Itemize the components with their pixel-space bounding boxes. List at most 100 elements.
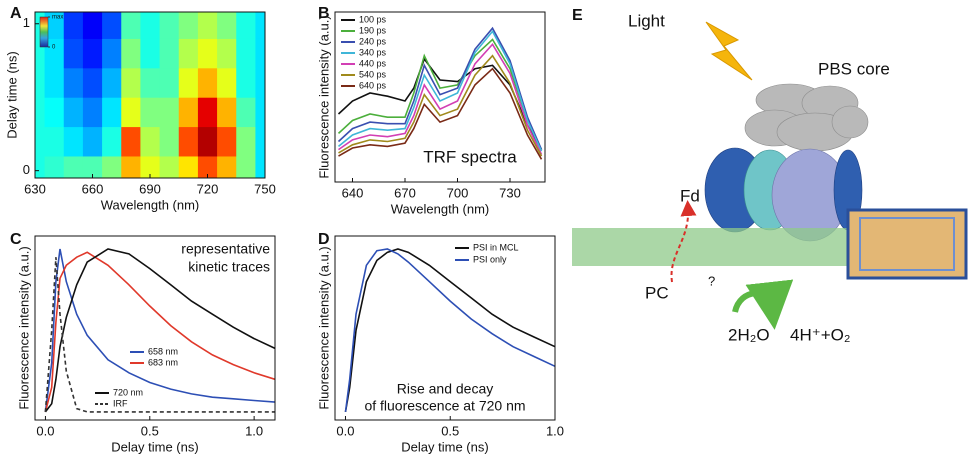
- light-label: Light: [628, 11, 665, 30]
- heat-cell: [255, 97, 265, 128]
- x-tick-label: 0.0: [36, 423, 54, 438]
- plot-frame: [334, 11, 546, 183]
- legend-label: PSI only: [473, 254, 507, 264]
- series-line: [337, 57, 543, 150]
- heat-cell: [63, 12, 84, 39]
- heat-cell: [255, 38, 265, 69]
- series-line: [337, 29, 543, 152]
- question-label: ?: [708, 273, 715, 288]
- heat-cell: [63, 97, 84, 128]
- heat-cell: [140, 155, 161, 178]
- x-tick-label: 700: [447, 185, 469, 200]
- annotation: TRF spectra: [423, 147, 517, 166]
- x-tick-label: 1.0: [245, 423, 263, 438]
- y-axis-label: Delay time (ns): [4, 51, 19, 138]
- membrane: [572, 228, 847, 266]
- y-axis-label: Fluorescence intensity (a.u.): [16, 246, 31, 409]
- panel-letter: B: [318, 5, 330, 22]
- heat-cell: [35, 155, 46, 178]
- product-label: 4H⁺+O₂: [790, 325, 850, 344]
- x-axis-label: Wavelength (nm): [391, 201, 490, 216]
- heat-cell: [178, 67, 199, 98]
- heat-cell: [178, 38, 199, 69]
- x-axis-label: Delay time (ns): [111, 439, 198, 454]
- legend-label: 658 nm: [148, 346, 178, 356]
- series-line: [44, 251, 276, 413]
- pbs-core: [744, 83, 869, 152]
- legend-label: 190 ps: [359, 25, 387, 35]
- x-axis-label: Wavelength (nm): [101, 197, 200, 212]
- series-line: [337, 26, 543, 150]
- legend-label: PSI in MCL: [473, 242, 519, 252]
- heat-cell: [217, 12, 237, 39]
- plot-frame: [334, 235, 556, 421]
- legend-label: 683 nm: [148, 357, 178, 367]
- x-axis-label: Delay time (ns): [401, 439, 488, 454]
- heat-cell: [121, 155, 141, 178]
- series-line: [344, 248, 556, 413]
- x-tick-label: 630: [24, 181, 46, 196]
- heat-cell: [197, 97, 218, 128]
- diagram-panel: E Light PBS core Fd PC ? 2H₂O 4H⁺+O₂: [572, 7, 968, 344]
- heat-cell: [236, 97, 256, 128]
- heat-cell: [44, 67, 65, 98]
- heat-cell: [236, 38, 256, 69]
- heat-cell: [217, 155, 237, 178]
- heat-cell: [82, 126, 103, 157]
- heat-cell: [35, 97, 46, 128]
- heat-cell: [197, 126, 218, 157]
- panel-letter: C: [10, 231, 22, 248]
- heat-cell: [178, 12, 199, 39]
- heat-cell: [102, 67, 122, 98]
- series-line: [338, 67, 543, 160]
- heatmap: [35, 12, 265, 178]
- series-line: [344, 248, 556, 413]
- heat-cell: [35, 67, 46, 98]
- lightning: [705, 21, 753, 81]
- x-tick-label: 670: [394, 185, 416, 200]
- heat-cell: [255, 67, 265, 98]
- heat-cell: [102, 155, 122, 178]
- x-tick-label: 0.0: [336, 423, 354, 438]
- heat-cell: [178, 97, 199, 128]
- series-line: [338, 43, 543, 155]
- heat-cell: [178, 126, 199, 157]
- annotation: representative: [181, 241, 270, 257]
- heat-cell: [140, 67, 161, 98]
- charts: A 0 max 630 660 690 720 750 0 1 Wavelength (nm) Del…: [4, 5, 564, 454]
- heat-cell: [35, 126, 46, 157]
- legend-label: IRF: [113, 398, 128, 408]
- legend-label: 720 nm: [113, 387, 143, 397]
- heat-cell: [82, 12, 103, 39]
- x-tick-label: 730: [499, 185, 521, 200]
- heat-cell: [236, 67, 256, 98]
- series-line: [338, 54, 543, 157]
- heat-cell: [159, 97, 180, 128]
- colorbar: [39, 16, 49, 48]
- legend-label: 240 ps: [359, 36, 387, 46]
- legend-label: 340 ps: [359, 47, 387, 57]
- x-tick-label: 660: [82, 181, 104, 196]
- colorbar-label: max: [52, 15, 63, 21]
- heat-cell: [217, 126, 237, 157]
- heat-cell: [140, 126, 161, 157]
- heat-cell: [197, 38, 218, 69]
- heat-cell: [44, 97, 65, 128]
- heat-cell: [44, 126, 65, 157]
- series-line: [337, 38, 543, 150]
- heat-cell: [217, 67, 237, 98]
- heat-cell: [159, 12, 180, 39]
- series-line: [44, 257, 275, 413]
- heat-cell: [255, 126, 265, 157]
- heat-cell: [102, 126, 122, 157]
- complex: [846, 208, 968, 280]
- heat-cell: [35, 38, 46, 69]
- heat-cell: [255, 12, 265, 39]
- x-tick-label: 0.5: [141, 423, 159, 438]
- heat-cell: [140, 12, 161, 39]
- heat-cell: [82, 155, 103, 178]
- heat-cell: [121, 38, 141, 69]
- annotation: Rise and decay: [397, 381, 494, 397]
- panel-letter: E: [572, 7, 583, 24]
- reactant-label: 2H₂O: [728, 325, 770, 344]
